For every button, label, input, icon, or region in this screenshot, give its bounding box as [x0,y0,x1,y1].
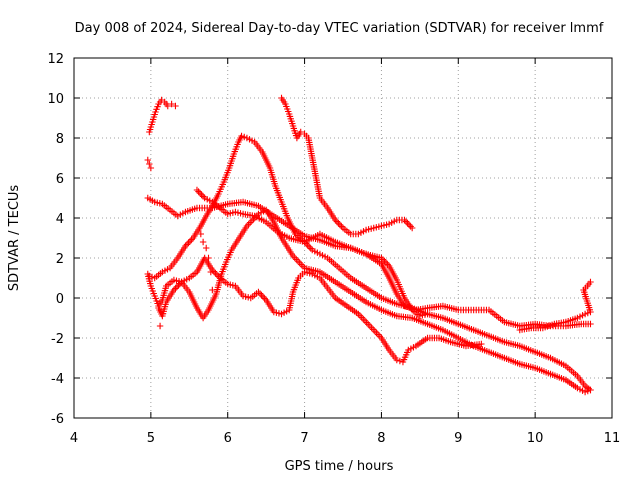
sat-f-point [199,193,207,200]
sat-g-point [259,293,267,300]
sat-g-point [478,340,485,348]
sat-b-point [147,164,155,172]
sat-h-point [404,220,411,227]
sat-b-point [146,160,153,168]
sat-g-point [173,283,181,290]
sat-g-point [393,356,400,364]
sat-e-point [186,238,194,245]
sat-g-point [213,271,221,278]
y-tick-label: 8 [56,132,64,147]
scatter-hits-point [197,230,205,238]
data-points [144,94,594,396]
chart-title: Day 008 of 2024, Sidereal Day-to-day VTE… [75,21,604,36]
sat-e-point [146,272,153,280]
sat-h-point [408,224,416,232]
y-tick-label: 12 [47,52,64,67]
x-axis-label: GPS time / hours [285,459,394,474]
sat-e-point [183,241,191,248]
x-tick-label: 6 [224,431,232,446]
sat-i-point [581,310,589,318]
x-tick-label: 7 [300,431,308,446]
y-tick-label: 4 [56,212,64,227]
x-tick-label: 10 [527,431,544,446]
y-tick-label: 0 [56,292,64,307]
x-tick-label: 8 [377,431,385,446]
sat-g-point [261,295,268,302]
sat-i-point [587,278,594,286]
sat-e-point [587,386,594,394]
grid [74,58,612,418]
sat-f-point [196,190,204,197]
scatter-hits-point [207,268,215,276]
sat-h-point [335,220,342,227]
scatter-hits-point [202,244,210,252]
sat-a-point [164,102,171,110]
x-tick-label: 4 [70,431,78,446]
y-tick-label: -6 [51,412,64,427]
sat-h-point [407,223,414,230]
sat-h-point [405,221,413,228]
sat-g-point [212,270,219,277]
sat-e-point [188,236,195,243]
sat-a-point [172,102,179,110]
sat-h-point [336,221,344,228]
x-tick-label: 5 [147,431,155,446]
sat-h-point [333,218,341,225]
scatter-hits-point [205,254,212,262]
sat-e-point [307,245,314,252]
sat-e-point [241,133,248,141]
sat-e-point [185,239,192,246]
sat-e-point [238,132,245,140]
sat-h-point [402,218,410,225]
plot-frame [73,57,613,419]
y-tick-label: 10 [47,92,64,107]
sat-h-point [297,128,304,136]
x-tick-label: 11 [604,431,621,446]
scatter-hits-point [156,322,164,330]
sat-a-point [168,100,175,108]
sat-f-point [195,188,202,195]
x-tick-label: 9 [454,431,462,446]
sat-f-point [193,186,201,194]
sat-c-point [587,320,594,328]
sat-e-point [305,243,313,250]
y-tick-label: 6 [56,172,64,187]
y-tick-label: -4 [51,372,64,387]
y-tick-label: 2 [56,252,64,267]
sat-f-point [198,191,205,198]
sat-g-point [256,290,264,297]
scatter-hits-point [199,238,207,246]
sat-e-point [304,242,311,249]
sat-f-point [424,310,431,318]
scatter-hits-point [209,286,216,294]
sat-b-point [144,156,151,164]
y-axis-label: SDTVAR / TECUs [7,185,22,292]
sat-g-point [172,285,179,292]
y-tick-label: -2 [51,332,64,347]
sat-h-point [338,223,345,230]
sat-g-point [396,357,404,365]
axis-ticks: 4 5 6 7 8 9 10 11 -6 -4 -2 0 2 4 6 8 10 12 [47,52,620,446]
scatter-hits-point [159,310,166,318]
sat-d-point [581,388,589,396]
